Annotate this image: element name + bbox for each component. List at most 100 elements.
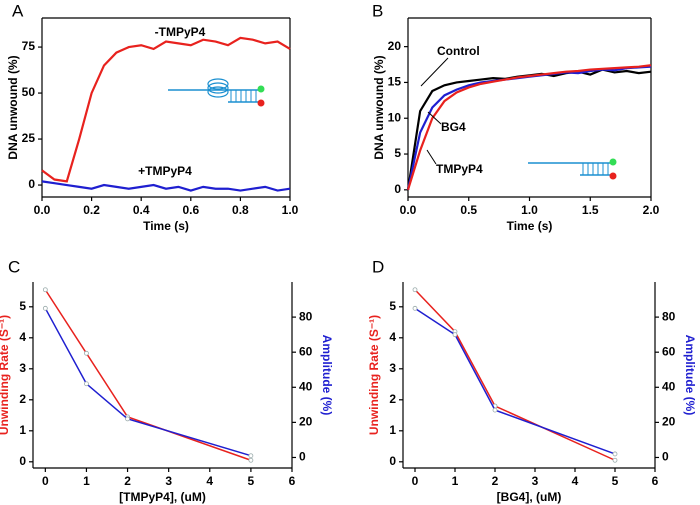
x-tick-label: 6 bbox=[652, 474, 659, 488]
y-tick-label: 4 bbox=[389, 330, 396, 344]
y2-tick-label: 20 bbox=[299, 415, 313, 429]
point bbox=[248, 453, 254, 459]
x-tick-label: 4 bbox=[572, 474, 579, 488]
series-line bbox=[44, 289, 252, 461]
g-quadruplex bbox=[207, 82, 229, 94]
y-axis-label: Unwinding Rate (S⁻¹) bbox=[0, 315, 11, 435]
y-tick-label: 20 bbox=[388, 39, 402, 53]
y2-axis-label: Amplitude (%) bbox=[320, 335, 334, 416]
y-tick-label: 50 bbox=[22, 85, 36, 99]
x-tick-label: 0.2 bbox=[83, 203, 100, 217]
x-tick-label: 1.0 bbox=[521, 203, 538, 217]
x-axis-label: [BG4], (uM) bbox=[497, 490, 562, 504]
y-tick-label: 15 bbox=[388, 75, 402, 89]
y-tick-label: 0 bbox=[19, 454, 26, 468]
annotation: TMPyP4 bbox=[436, 162, 483, 176]
x-axis-label: Time (s) bbox=[143, 219, 189, 233]
series-line bbox=[41, 36, 291, 183]
x-tick-label: 2 bbox=[124, 474, 131, 488]
x-tick-label: 0.8 bbox=[232, 203, 249, 217]
y-tick-label: 1 bbox=[19, 423, 26, 437]
y-tick-label: 5 bbox=[19, 299, 26, 313]
x-tick-label: 0.6 bbox=[182, 203, 199, 217]
y-tick-label: 75 bbox=[22, 39, 36, 53]
y2-tick-label: 60 bbox=[662, 344, 676, 358]
point bbox=[84, 350, 89, 356]
x-axis-label: [TMPyP4], (uM) bbox=[119, 490, 206, 504]
x-tick-label: 3 bbox=[532, 474, 539, 488]
y2-tick-label: 80 bbox=[299, 309, 313, 323]
y2-tick-label: 0 bbox=[299, 450, 306, 464]
y-tick-label: 2 bbox=[19, 392, 26, 406]
fluorophore bbox=[609, 158, 617, 166]
x-tick-label: 3 bbox=[165, 474, 172, 488]
y2-tick-label: 20 bbox=[662, 415, 676, 429]
x-tick-label: 0.5 bbox=[460, 203, 477, 217]
x-tick-label: 5 bbox=[248, 474, 255, 488]
y-tick-label: 0 bbox=[28, 177, 35, 191]
y2-tick-label: 60 bbox=[299, 344, 313, 358]
x-tick-label: 6 bbox=[289, 474, 296, 488]
x-tick-label: 2.0 bbox=[643, 203, 660, 217]
y-axis-label: DNA unwound (%) bbox=[372, 55, 386, 159]
y-tick-label: 10 bbox=[388, 110, 402, 124]
arrow bbox=[427, 111, 442, 125]
point bbox=[412, 287, 418, 293]
x-tick-label: 1 bbox=[452, 474, 459, 488]
y-tick-label: 2 bbox=[389, 392, 396, 406]
point bbox=[492, 407, 498, 413]
annotation: -TMPyP4 bbox=[155, 25, 206, 39]
y-tick-label: 0 bbox=[394, 182, 401, 196]
series-line bbox=[406, 64, 652, 191]
x-axis-label: Time (s) bbox=[507, 219, 553, 233]
y-tick-label: 3 bbox=[19, 361, 26, 375]
x-tick-label: 1 bbox=[83, 474, 90, 488]
g-quadruplex bbox=[207, 78, 229, 90]
fluorophore bbox=[257, 85, 265, 93]
series-line bbox=[41, 180, 291, 192]
y-tick-label: 25 bbox=[22, 131, 36, 145]
y2-tick-label: 0 bbox=[662, 450, 669, 464]
y-tick-label: 5 bbox=[394, 146, 401, 160]
series-line bbox=[414, 289, 616, 461]
point bbox=[42, 287, 48, 293]
arrow bbox=[420, 57, 449, 87]
point bbox=[125, 416, 130, 422]
annotation: Control bbox=[437, 44, 480, 58]
y-tick-label: 1 bbox=[389, 423, 396, 437]
y2-tick-label: 40 bbox=[662, 379, 676, 393]
x-tick-label: 5 bbox=[612, 474, 619, 488]
annotation: BG4 bbox=[441, 120, 466, 134]
point bbox=[612, 451, 618, 457]
x-tick-label: 0.4 bbox=[133, 203, 150, 217]
g-quadruplex bbox=[207, 86, 229, 98]
point bbox=[452, 332, 458, 338]
x-tick-label: 4 bbox=[206, 474, 213, 488]
x-tick-label: 0 bbox=[42, 474, 49, 488]
quencher bbox=[257, 99, 265, 107]
y-tick-label: 4 bbox=[19, 330, 26, 344]
x-tick-label: 2 bbox=[492, 474, 499, 488]
panel-letter: C bbox=[8, 257, 20, 276]
y-axis-label: DNA unwound (%) bbox=[6, 55, 20, 159]
y-tick-label: 3 bbox=[389, 361, 396, 375]
point bbox=[412, 305, 418, 311]
y2-tick-label: 40 bbox=[299, 379, 313, 393]
x-tick-label: 0 bbox=[412, 474, 419, 488]
panel-letter: D bbox=[372, 257, 384, 276]
x-tick-label: 0.0 bbox=[400, 203, 417, 217]
y2-axis-label: Amplitude (%) bbox=[683, 335, 697, 416]
x-tick-label: 1.0 bbox=[282, 203, 299, 217]
y2-tick-label: 80 bbox=[662, 309, 676, 323]
series-line bbox=[414, 307, 616, 455]
y-axis-label: Unwinding Rate (S⁻¹) bbox=[367, 315, 381, 435]
x-tick-label: 1.5 bbox=[582, 203, 599, 217]
panel-letter: B bbox=[372, 1, 383, 20]
y-tick-label: 5 bbox=[389, 299, 396, 313]
arrow bbox=[426, 149, 437, 165]
point bbox=[42, 305, 48, 311]
quencher bbox=[609, 172, 617, 180]
y-tick-label: 0 bbox=[389, 454, 396, 468]
series-line bbox=[44, 307, 252, 457]
